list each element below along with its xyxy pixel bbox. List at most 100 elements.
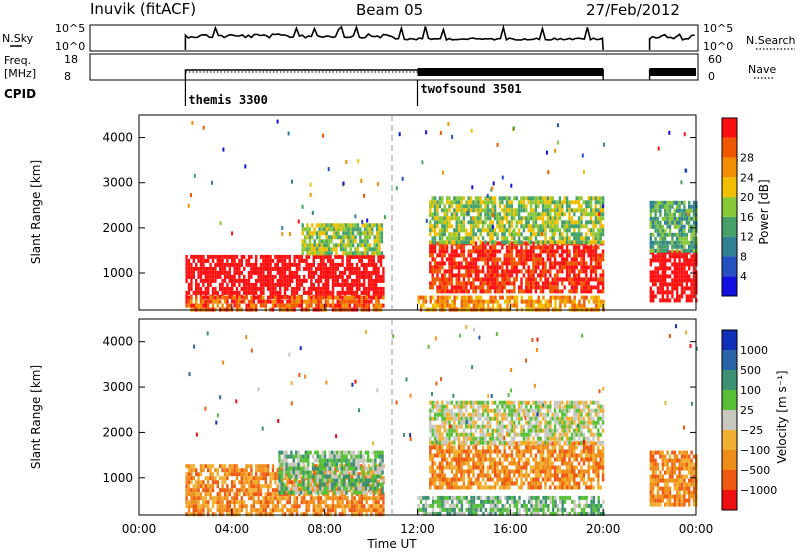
heatmap-cell: [354, 251, 357, 256]
heatmap-cell: [259, 254, 263, 259]
heatmap-cell: [505, 465, 509, 470]
heatmap-cell: [649, 278, 652, 283]
heatmap-cell: [317, 278, 320, 283]
heatmap-cell: [556, 295, 560, 300]
heatmap-cell: [448, 481, 451, 486]
heatmap-cell: [438, 481, 442, 486]
heatmap-cell: [486, 228, 490, 233]
heatmap-cell: [327, 235, 331, 240]
heatmap-cell: [283, 482, 286, 487]
nsky-trace: [184, 24, 695, 51]
heatmap-cell: [525, 289, 528, 294]
heatmap-cell: [599, 257, 602, 262]
heatmap-cell: [654, 266, 657, 271]
heatmap-cell: [335, 223, 338, 228]
heatmap-cell: [553, 249, 557, 254]
heatmap-cell: [508, 481, 511, 486]
heatmap-cell: [522, 261, 526, 266]
heatmap-cell: [673, 286, 676, 291]
heatmap-cell: [324, 504, 327, 509]
heatmap-cell: [474, 245, 478, 250]
heatmap-cell: [445, 228, 449, 233]
heatmap-cell: [448, 485, 451, 490]
heatmap-cell: [298, 274, 301, 279]
heatmap-cell: [453, 236, 456, 241]
heatmap-cell: [327, 258, 330, 263]
heatmap-cell: [327, 167, 330, 172]
heatmap-cell: [661, 224, 664, 229]
heatmap-cell: [673, 278, 676, 283]
heatmap-cell: [297, 490, 300, 495]
heatmap-cell: [532, 257, 535, 262]
heatmap-cell: [431, 477, 434, 482]
heatmap-cell: [565, 240, 569, 245]
heatmap-cell: [692, 294, 696, 299]
heatmap-cell: [680, 226, 683, 231]
heatmap-cell: [359, 239, 362, 244]
heatmap-cell: [235, 508, 239, 513]
heatmap-cell: [243, 476, 246, 481]
heatmap-cell: [678, 250, 681, 255]
heatmap-cell: [595, 303, 598, 308]
heatmap-cell: [348, 262, 351, 267]
heatmap-cell: [281, 258, 284, 263]
heatmap-cell: [321, 474, 324, 479]
heatmap-cell: [323, 454, 327, 459]
heatmap-cell: [558, 228, 562, 233]
heatmap-cell: [325, 247, 328, 252]
heatmap-cell: [666, 220, 669, 225]
heatmap-cell: [553, 212, 557, 217]
heatmap-cell: [678, 262, 681, 267]
heatmap-cell: [565, 277, 569, 282]
heatmap-cell: [457, 269, 461, 274]
heatmap-cell: [565, 228, 569, 233]
heatmap-cell: [298, 282, 301, 287]
heatmap-cell: [453, 481, 456, 486]
heatmap-cell: [589, 240, 593, 245]
heatmap-cell: [310, 295, 313, 300]
heatmap-cell: [450, 224, 454, 229]
heatmap-cell: [517, 449, 521, 454]
heatmap-cell: [491, 485, 494, 490]
heatmap-cell: [365, 262, 368, 267]
heatmap-cell: [367, 282, 371, 287]
heatmap-cell: [243, 282, 246, 287]
heatmap-cell: [250, 488, 253, 493]
heatmap-cell: [363, 251, 367, 256]
heatmap-cell: [668, 130, 671, 135]
heatmap-cell: [556, 208, 559, 213]
heatmap-cell: [479, 295, 483, 300]
heatmap-cell: [587, 289, 590, 294]
heatmap-cell: [221, 254, 224, 259]
heatmap-cell: [503, 232, 506, 237]
heatmap-cell: [336, 303, 339, 308]
heatmap-cell: [308, 251, 312, 256]
heatmap-cell: [561, 295, 564, 300]
heatmap-cell: [295, 512, 299, 517]
heatmap-cell: [688, 258, 691, 263]
heatmap-cell: [678, 236, 681, 241]
freq-tick-bottom: 8: [64, 70, 71, 83]
heatmap-cell: [281, 512, 284, 517]
heatmap-cell: [465, 212, 468, 217]
heatmap-cell: [443, 295, 447, 300]
heatmap-cell: [688, 228, 691, 233]
heatmap-cell: [575, 220, 578, 225]
heatmap-cell: [295, 274, 299, 279]
heatmap-cell: [219, 266, 222, 271]
heatmap-cell: [309, 182, 312, 187]
heatmap-cell: [202, 262, 205, 267]
heatmap-cell: [522, 204, 526, 209]
heatmap-cell: [327, 290, 330, 295]
heatmap-cell: [673, 224, 676, 229]
heatmap-cell: [286, 262, 289, 267]
heatmap-cell: [438, 289, 442, 294]
heatmap-cell: [668, 274, 672, 279]
heatmap-cell: [197, 266, 200, 271]
heatmap-cell: [477, 249, 480, 254]
heatmap-cell: [671, 254, 674, 259]
heatmap-cell: [484, 299, 488, 304]
heatmap-cell: [673, 262, 676, 267]
heatmap-cell: [683, 228, 686, 233]
heatmap-cell: [288, 282, 291, 287]
